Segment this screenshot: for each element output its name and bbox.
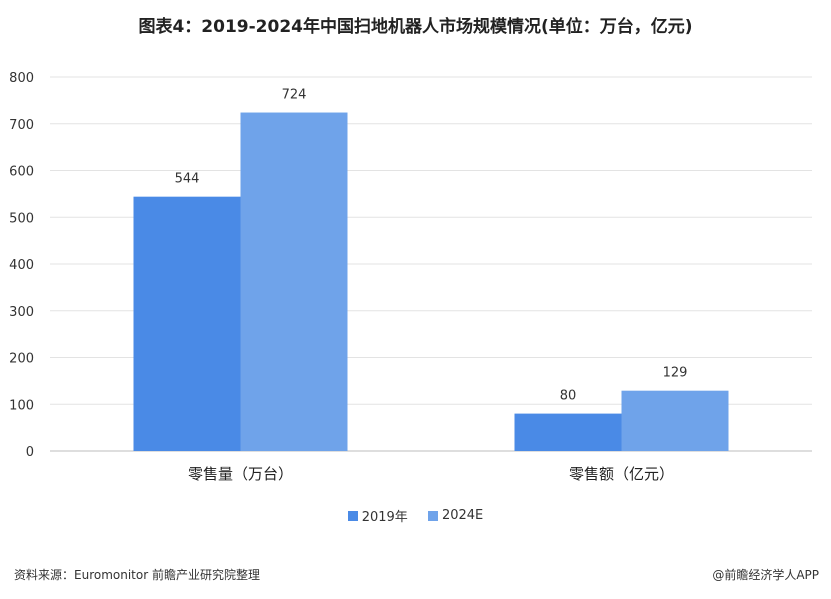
- legend-swatch-2024e: [427, 510, 438, 521]
- legend: 2019年 2024E: [0, 506, 831, 525]
- x-axis: 零售量（万台） 零售额（亿元）: [188, 465, 674, 483]
- y-tick-label: 200: [9, 352, 34, 367]
- y-tick-label: 100: [9, 398, 34, 413]
- y-tick-label: 400: [9, 258, 34, 273]
- y-tick-label: 500: [9, 211, 34, 226]
- y-tick-label: 0: [26, 445, 34, 460]
- data-labels: 544 724 80 129: [175, 88, 688, 404]
- grid-lines: [50, 76, 812, 452]
- x-category-label: 零售量（万台）: [188, 465, 293, 483]
- bar: [240, 112, 348, 451]
- y-axis: 0 100 200 300 400 500 600 700 800: [9, 71, 34, 460]
- data-label: 80: [560, 389, 577, 404]
- chart-title: 图表4：2019-2024年中国扫地机器人市场规模情况(单位：万台，亿元): [138, 17, 693, 37]
- legend-item-2019: 2019年: [347, 506, 408, 525]
- data-label: 129: [663, 366, 688, 381]
- bar: [621, 390, 729, 451]
- legend-swatch-2019: [347, 510, 358, 521]
- legend-label-2024e: 2024E: [441, 508, 484, 523]
- bars: [133, 112, 729, 451]
- data-label: 544: [175, 172, 200, 187]
- x-category-label: 零售额（亿元）: [569, 465, 674, 483]
- brand-credit: @前瞻经济学人APP: [712, 568, 819, 582]
- y-tick-label: 600: [9, 165, 34, 180]
- y-tick-label: 700: [9, 118, 34, 133]
- y-tick-label: 800: [9, 71, 34, 86]
- bar: [514, 413, 622, 451]
- legend-label-2019: 2019年: [361, 510, 408, 525]
- legend-item-2024e: 2024E: [427, 508, 484, 523]
- y-tick-label: 300: [9, 305, 34, 320]
- source-note: 资料来源：Euromonitor 前瞻产业研究院整理: [14, 568, 260, 582]
- bar: [133, 196, 241, 451]
- data-label: 724: [282, 88, 307, 103]
